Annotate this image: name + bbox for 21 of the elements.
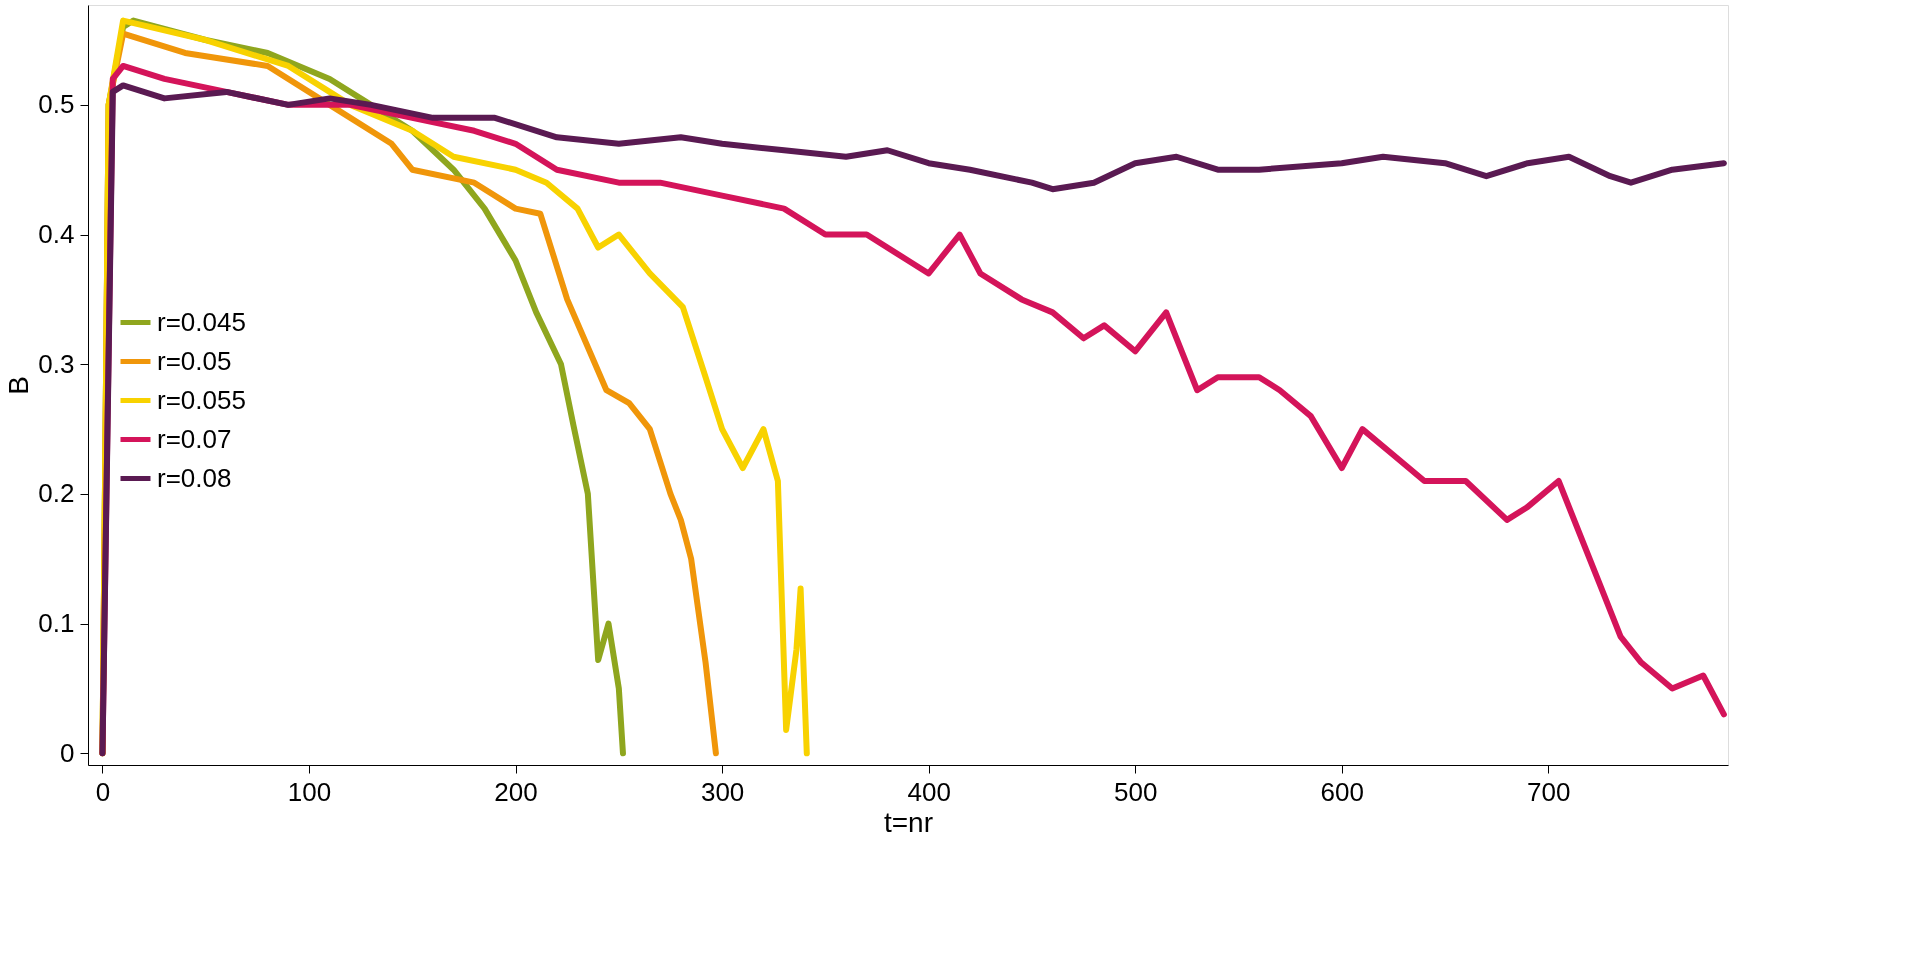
- y-tick-label: 0.2: [38, 478, 75, 509]
- x-tick-label: 0: [95, 776, 111, 807]
- legend-label: r=0.055: [157, 384, 246, 415]
- legend-label: r=0.08: [157, 462, 232, 493]
- y-tick-label: 0.1: [38, 608, 75, 639]
- legend-label: r=0.045: [157, 306, 246, 337]
- legend-label: r=0.05: [157, 345, 232, 376]
- legend-label: r=0.07: [157, 423, 232, 454]
- x-tick-label: 600: [1320, 776, 1364, 807]
- x-tick-label: 700: [1527, 776, 1571, 807]
- y-tick-label: 0.4: [38, 219, 75, 250]
- y-tick-label: 0.5: [38, 89, 75, 120]
- x-tick-label: 300: [700, 776, 745, 807]
- x-tick-label: 500: [1114, 776, 1158, 807]
- x-tick-label: 100: [287, 776, 332, 807]
- x-axis-title: t=nr: [883, 806, 934, 838]
- x-tick-label: 400: [907, 776, 951, 807]
- y-tick-label: 0.3: [38, 348, 75, 379]
- x-tick-label: 200: [494, 776, 538, 807]
- y-tick-label: 0: [60, 737, 75, 768]
- y-axis-title: B: [3, 376, 35, 395]
